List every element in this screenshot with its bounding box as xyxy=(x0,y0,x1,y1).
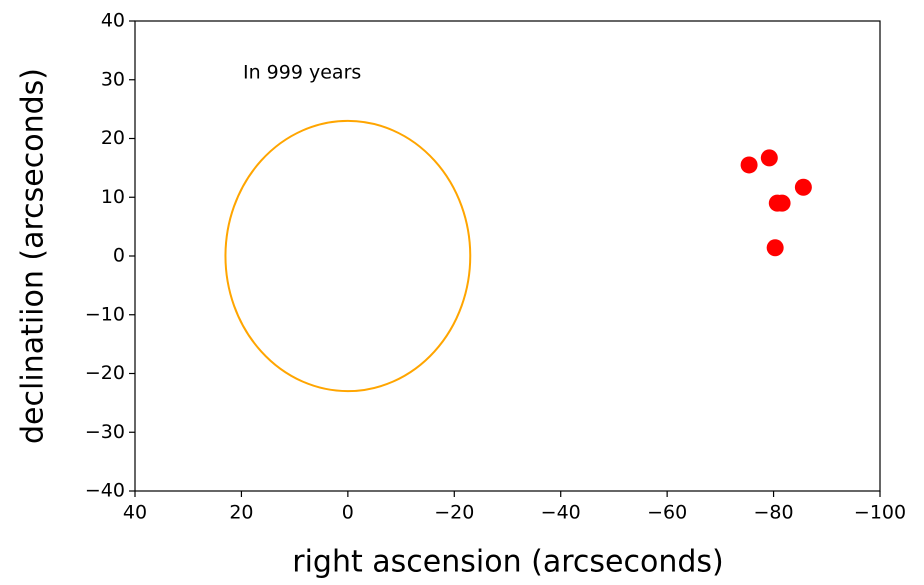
point xyxy=(773,194,791,212)
x-axis-label: right ascension (arcseconds) xyxy=(292,545,723,580)
circle-outline xyxy=(224,119,472,393)
y-tick-label: −30 xyxy=(85,421,125,443)
x-tick-label: −20 xyxy=(434,502,474,524)
point xyxy=(740,156,758,174)
x-tick-label: −60 xyxy=(647,502,687,524)
y-tick-label: −20 xyxy=(85,362,125,384)
y-tick-label: 40 xyxy=(101,10,125,32)
annotation: In 999 years xyxy=(243,62,361,84)
y-tick-label: −10 xyxy=(85,303,125,325)
y-tick-label: 20 xyxy=(101,127,125,149)
y-axis-label: declinatiion (arcseconds) xyxy=(16,68,51,444)
x-tick-label: 40 xyxy=(123,502,147,524)
x-tick-label: 20 xyxy=(229,502,253,524)
point xyxy=(760,149,778,167)
y-tick-label: 10 xyxy=(101,186,125,208)
y-tick-label: 30 xyxy=(101,68,125,90)
plot-frame xyxy=(134,20,881,492)
x-tick-label: −80 xyxy=(754,502,794,524)
y-tick-label: −40 xyxy=(85,480,125,502)
point xyxy=(766,239,784,257)
x-tick-label: −40 xyxy=(541,502,581,524)
x-tick-label: 0 xyxy=(342,502,354,524)
y-tick-label: 0 xyxy=(113,245,125,267)
point xyxy=(794,178,812,196)
x-tick-label: −100 xyxy=(854,502,906,524)
